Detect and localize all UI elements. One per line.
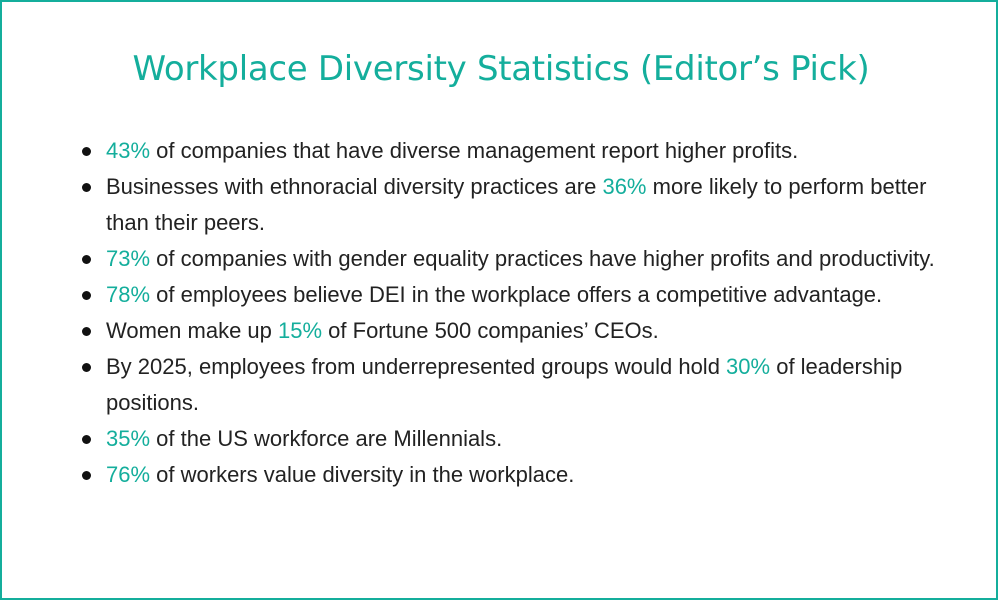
bullet-icon (82, 255, 91, 264)
list-item: Women make up 15% of Fortune 500 compani… (74, 313, 962, 349)
bullet-icon (82, 147, 91, 156)
item-text-before: By 2025, employees from underrepresented… (106, 354, 727, 379)
highlight-stat: 76% (106, 462, 151, 487)
bullet-icon (82, 327, 91, 336)
highlight-stat: 73% (106, 246, 151, 271)
stats-list: 43% of companies that have diverse manag… (74, 133, 962, 493)
item-text-after: more likely to perform better than their… (106, 174, 927, 235)
bullet-icon (82, 291, 91, 300)
item-text-after: of the US workforce are Millennials. (150, 426, 503, 451)
list-item: Businesses with ethnoracial diversity pr… (74, 169, 962, 241)
list-item: 35% of the US workforce are Millennials. (74, 421, 962, 457)
bullet-icon (82, 435, 91, 444)
item-text-after: of companies that have diverse managemen… (150, 138, 799, 163)
item-text-after: of leadership positions. (106, 354, 903, 415)
highlight-stat: 36% (602, 174, 647, 199)
bullet-icon (82, 183, 91, 192)
bullet-icon (82, 363, 91, 372)
list-item: 43% of companies that have diverse manag… (74, 133, 962, 169)
highlight-stat: 15% (278, 318, 323, 343)
highlight-stat: 78% (106, 282, 151, 307)
item-text-after: of workers value diversity in the workpl… (150, 462, 575, 487)
item-text-after: of Fortune 500 companies’ CEOs. (322, 318, 659, 343)
page-title: Workplace Diversity Statistics (Editor’s… (132, 49, 870, 89)
item-text-after: of companies with gender equality practi… (150, 246, 935, 271)
list-item: By 2025, employees from underrepresented… (74, 349, 962, 421)
highlight-stat: 43% (106, 138, 151, 163)
list-item: 78% of employees believe DEI in the work… (74, 277, 962, 313)
list-item: 76% of workers value diversity in the wo… (74, 457, 962, 493)
list-item: 73% of companies with gender equality pr… (74, 241, 962, 277)
bullet-icon (82, 471, 91, 480)
item-text-before: Women make up (106, 318, 279, 343)
item-text-before: Businesses with ethnoracial diversity pr… (106, 174, 603, 199)
highlight-stat: 30% (726, 354, 771, 379)
item-text-after: of employees believe DEI in the workplac… (150, 282, 883, 307)
highlight-stat: 35% (106, 426, 151, 451)
